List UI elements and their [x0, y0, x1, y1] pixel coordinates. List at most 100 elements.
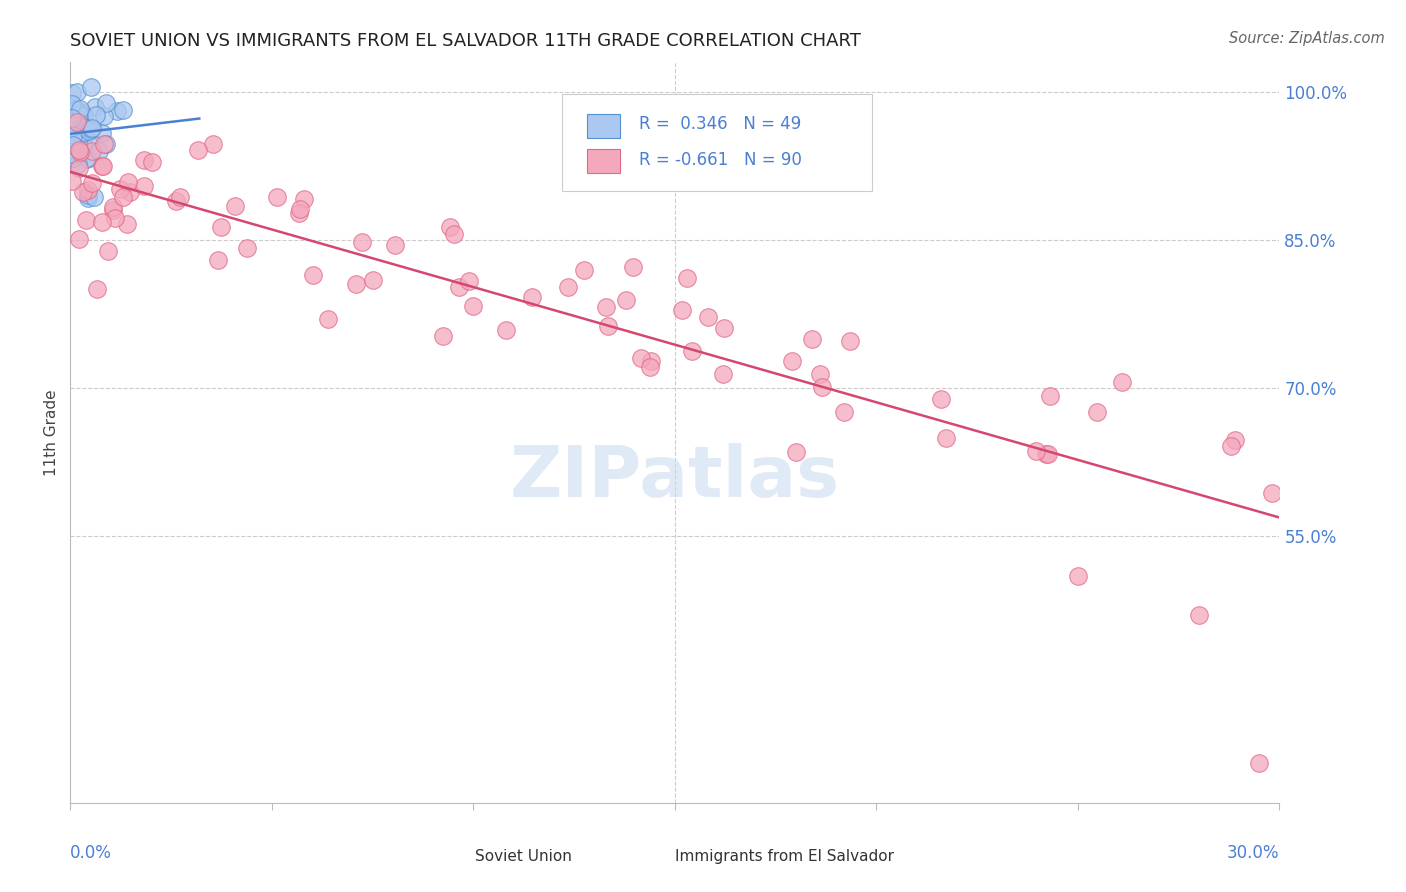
Point — [1111, 375, 1133, 389]
Point — [91, 126, 114, 140]
Point — [82, 121, 104, 136]
Point — [1038, 447, 1060, 461]
Point — [67, 232, 90, 246]
Point — [66, 85, 89, 99]
Point — [76, 152, 98, 166]
Point — [77, 183, 100, 197]
Point — [935, 431, 957, 445]
Point — [621, 260, 644, 274]
Point — [302, 268, 325, 282]
FancyBboxPatch shape — [439, 849, 465, 866]
Point — [209, 219, 232, 234]
Point — [439, 220, 461, 235]
Point — [60, 148, 83, 162]
Point — [62, 130, 84, 145]
Point — [384, 238, 406, 252]
Text: R =  0.346   N = 49: R = 0.346 N = 49 — [638, 115, 801, 133]
Point — [671, 303, 693, 318]
Point — [202, 136, 225, 151]
Point — [94, 96, 117, 111]
Point — [60, 97, 83, 112]
Point — [350, 235, 373, 250]
Point — [69, 145, 91, 159]
Point — [73, 120, 96, 134]
Point — [60, 86, 83, 100]
Point — [115, 218, 138, 232]
Point — [449, 280, 471, 294]
Point — [84, 137, 107, 152]
Point — [86, 282, 108, 296]
Point — [169, 190, 191, 204]
Point — [104, 211, 127, 225]
Point — [134, 179, 156, 194]
Point — [638, 359, 661, 374]
Point — [77, 124, 100, 138]
Point — [676, 271, 699, 285]
Point — [83, 190, 105, 204]
Point — [105, 103, 128, 118]
Point — [1025, 443, 1047, 458]
Point — [785, 445, 807, 459]
Point — [458, 274, 481, 288]
Point — [97, 244, 120, 258]
Point — [640, 354, 662, 368]
Point — [72, 120, 94, 134]
Point — [224, 199, 246, 213]
Point — [65, 133, 87, 147]
Point — [93, 110, 115, 124]
Point — [630, 351, 652, 366]
Point — [63, 124, 86, 138]
Text: Soviet Union: Soviet Union — [475, 849, 572, 864]
Point — [91, 214, 114, 228]
Point — [60, 147, 83, 161]
Point — [75, 213, 97, 227]
Point — [595, 300, 617, 314]
Point — [596, 318, 619, 333]
Point — [80, 80, 103, 95]
Point — [65, 103, 87, 117]
Point — [101, 203, 124, 218]
Point — [70, 105, 93, 120]
Point — [780, 354, 803, 368]
Point — [316, 311, 339, 326]
Text: 30.0%: 30.0% — [1227, 844, 1279, 862]
Point — [60, 111, 83, 125]
Point — [72, 117, 94, 131]
Point — [62, 128, 84, 142]
Point — [62, 152, 84, 166]
Point — [91, 160, 114, 174]
Point — [73, 125, 96, 139]
FancyBboxPatch shape — [586, 113, 620, 138]
Point — [76, 188, 98, 202]
Point — [84, 100, 107, 114]
Point — [1225, 434, 1247, 448]
Point — [929, 392, 952, 406]
Text: R = -0.661   N = 90: R = -0.661 N = 90 — [638, 151, 801, 169]
Point — [91, 160, 114, 174]
Point — [72, 136, 94, 151]
Point — [1219, 439, 1241, 453]
Point — [557, 279, 579, 293]
Point — [67, 106, 90, 120]
Point — [67, 161, 90, 176]
Point — [1085, 405, 1108, 419]
Point — [84, 108, 107, 122]
Point — [73, 126, 96, 140]
Point — [80, 121, 103, 136]
Point — [461, 299, 484, 313]
Point — [266, 190, 288, 204]
Point — [82, 144, 104, 158]
Point — [111, 190, 134, 204]
Point — [495, 323, 517, 337]
FancyBboxPatch shape — [562, 94, 872, 191]
Point — [236, 242, 259, 256]
Point — [1035, 448, 1057, 462]
Point — [808, 367, 831, 381]
Point — [141, 155, 163, 169]
Point — [60, 174, 83, 188]
FancyBboxPatch shape — [638, 849, 665, 866]
Point — [811, 380, 834, 394]
Point — [67, 157, 90, 171]
Point — [520, 290, 543, 304]
Point — [832, 405, 855, 419]
